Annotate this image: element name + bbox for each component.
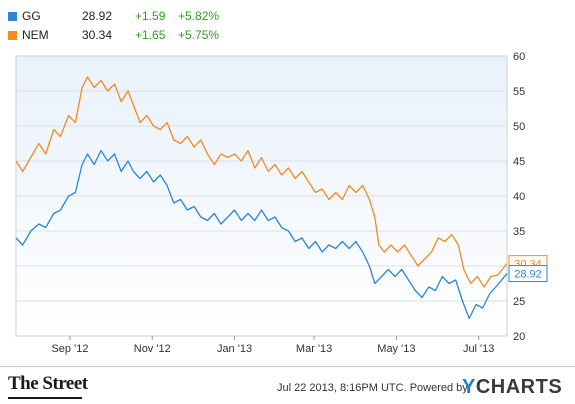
legend-change-percent: +5.75%: [178, 28, 220, 42]
y-tick-label: 25: [513, 296, 525, 308]
y-tick-label: 35: [513, 226, 525, 238]
legend-change-percent: +5.82%: [178, 9, 220, 23]
legend-change: +1.65: [135, 28, 166, 42]
legend-symbol: NEM: [22, 28, 49, 42]
series-line-nem: [15, 76, 508, 288]
legend-price: 30.34: [82, 28, 113, 42]
end-value-label-gg: 28.92: [508, 265, 548, 283]
timestamp-text: Jul 22 2013, 8:16PM UTC.: [277, 382, 407, 394]
ycharts-logo-text: CHARTS: [475, 376, 563, 398]
x-tick-label: Jul '13: [463, 343, 494, 355]
legend-swatch-gg: [8, 12, 17, 21]
x-tick-label: Sep '12: [51, 343, 88, 355]
legend-symbol: GG: [22, 9, 41, 23]
footer-divider: [0, 366, 575, 367]
y-tick-label: 40: [513, 191, 525, 203]
x-tick-label: May '13: [377, 343, 415, 355]
footer-timestamp: Jul 22 2013, 8:16PM UTC. Powered by: [277, 382, 468, 394]
series-line-gg: [15, 149, 508, 320]
thestreet-logo: The Street: [8, 373, 88, 394]
legend-swatch-nem: [8, 31, 17, 40]
ycharts-logo: YCHARTS: [462, 376, 562, 399]
y-tick-label: 50: [513, 121, 525, 133]
ycharts-logo-y: Y: [462, 376, 476, 398]
legend-change: +1.59: [135, 9, 166, 23]
y-tick-label: 55: [513, 86, 525, 98]
end-value-box: [508, 265, 548, 283]
x-tick-label: Nov '12: [134, 343, 171, 355]
y-tick-label: 20: [513, 331, 525, 343]
legend-price: 28.92: [82, 9, 113, 23]
end-value-text: 28.92: [514, 269, 542, 281]
y-tick-label: 45: [513, 156, 525, 168]
x-tick-label: Jan '13: [217, 343, 252, 355]
x-tick-label: Mar '13: [296, 343, 332, 355]
powered-by-text: Powered by: [409, 382, 468, 394]
y-tick-label: 60: [513, 51, 525, 63]
thestreet-logo-underline: [8, 397, 82, 399]
